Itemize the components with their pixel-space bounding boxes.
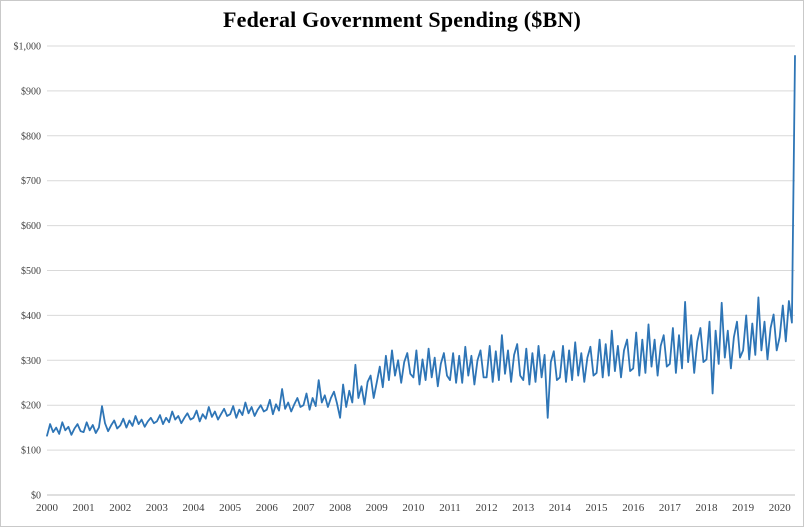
y-tick-label: $200 [21, 401, 41, 412]
y-tick-label: $600 [21, 221, 41, 232]
x-tick-label: 2007 [292, 502, 315, 514]
x-tick-label: 2017 [659, 502, 682, 514]
x-tick-label: 2011 [439, 502, 461, 514]
spending-line [46, 55, 796, 437]
y-tick-label: $900 [21, 86, 41, 97]
x-tick-label: 2010 [402, 502, 425, 514]
x-tick-label: 2003 [146, 502, 169, 514]
y-tick-label: $700 [21, 176, 41, 187]
y-tick-label: $800 [21, 131, 41, 142]
x-tick-label: 2016 [622, 502, 645, 514]
y-tick-label: $100 [21, 446, 41, 457]
x-tick-label: 2013 [512, 502, 535, 514]
y-tick-label: $500 [21, 266, 41, 277]
x-tick-label: 2018 [695, 502, 718, 514]
y-tick-label: $1,000 [14, 42, 42, 53]
y-tick-label: $300 [21, 356, 41, 367]
x-tick-label: 2019 [732, 502, 755, 514]
gridlines-and-yticks: $0 $100 $200 $300 $400 $500 $600 $700 $800 $900 $1… [14, 42, 795, 502]
x-tick-label: 2008 [329, 502, 352, 514]
x-tick-label: 2006 [256, 502, 279, 514]
x-tick-label: 2002 [109, 502, 131, 514]
x-tick-label: 2001 [73, 502, 95, 514]
x-tick-label: 2020 [769, 502, 792, 514]
chart-title: Federal Government Spending ($BN) [223, 7, 581, 32]
x-tick-label: 2014 [549, 502, 572, 514]
x-tick-label: 2004 [183, 502, 206, 514]
x-tick-label: 2009 [366, 502, 389, 514]
x-axis-labels: 2000 2001 2002 2003 2004 2005 2006 2007 2008 2009… [36, 502, 791, 514]
x-tick-label: 2000 [36, 502, 59, 514]
x-tick-label: 2012 [476, 502, 498, 514]
y-tick-label: $400 [21, 311, 41, 322]
y-tick-label: $0 [31, 491, 41, 502]
x-tick-label: 2015 [586, 502, 609, 514]
x-tick-label: 2005 [219, 502, 242, 514]
